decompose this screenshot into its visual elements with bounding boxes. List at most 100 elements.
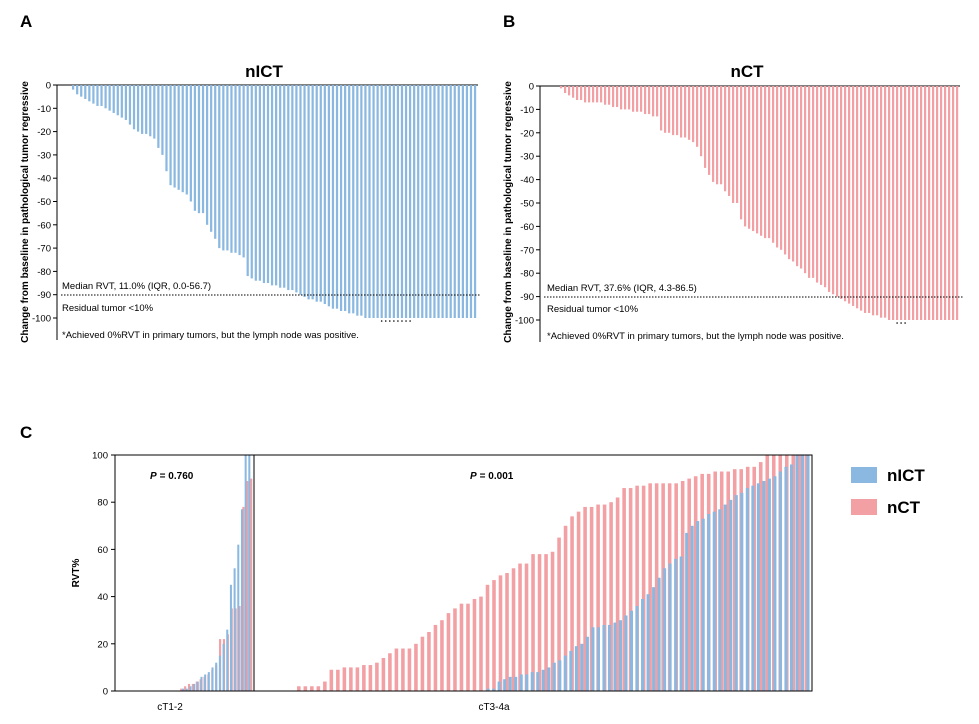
panel-b-residual-text: Residual tumor <10% — [547, 304, 639, 315]
panel-a-footnote: *Achieved 0%RVT in primary tumors, but t… — [62, 330, 359, 341]
bar — [323, 681, 327, 691]
bar — [459, 603, 464, 691]
bar — [708, 86, 711, 175]
asterisk-dot — [393, 320, 395, 322]
bar — [446, 613, 451, 691]
y-tick-label: -30 — [37, 150, 51, 161]
bar — [632, 86, 635, 112]
y-tick-label: -10 — [520, 105, 534, 116]
bar — [696, 521, 700, 691]
bar — [485, 584, 490, 691]
bar — [417, 85, 420, 318]
bar — [254, 85, 257, 281]
bar — [920, 86, 923, 320]
bar — [726, 471, 730, 691]
panel-c-bars — [180, 455, 810, 691]
bar — [952, 86, 955, 320]
bar — [751, 485, 755, 691]
bar — [724, 86, 727, 192]
bar — [352, 85, 355, 314]
bar — [226, 629, 229, 691]
bar — [80, 85, 83, 97]
y-tick-label: 100 — [92, 451, 108, 462]
bar — [664, 86, 667, 133]
bar — [536, 672, 540, 691]
bar — [132, 85, 136, 130]
bar — [547, 667, 551, 691]
bar — [740, 492, 744, 691]
bar — [329, 669, 334, 691]
bar — [613, 622, 617, 691]
bar — [758, 462, 763, 691]
bar — [956, 86, 959, 320]
bar — [465, 85, 469, 318]
bar — [572, 86, 575, 98]
bar — [355, 667, 360, 691]
bar — [824, 86, 827, 288]
bar — [784, 466, 788, 691]
bar — [394, 648, 399, 691]
bar — [864, 86, 867, 313]
bar — [211, 667, 214, 691]
bar — [585, 636, 589, 691]
bar — [348, 85, 351, 314]
bar — [215, 662, 218, 691]
bar — [492, 688, 496, 691]
bar — [141, 85, 144, 134]
y-tick-label: -70 — [520, 245, 534, 256]
bar — [124, 85, 128, 120]
bar — [283, 85, 286, 288]
bar — [888, 86, 891, 320]
bar — [860, 86, 863, 311]
y-tick-label: -50 — [520, 199, 534, 210]
bar — [804, 455, 809, 691]
legend-swatch-nICT — [851, 467, 877, 483]
asterisk-dot — [401, 320, 403, 322]
bar — [400, 85, 404, 318]
bar — [646, 594, 650, 691]
bar — [420, 636, 425, 691]
bar — [583, 506, 587, 691]
bar — [608, 86, 611, 105]
bar — [772, 86, 775, 243]
panel-c-frame — [114, 454, 813, 692]
bar — [497, 681, 501, 691]
bar — [96, 85, 99, 106]
panel-a-median-text: Median RVT, 11.0% (IQR, 0.0-56.7) — [62, 281, 211, 292]
bar — [704, 86, 707, 168]
bar — [237, 544, 240, 691]
bar — [720, 86, 723, 185]
bar — [584, 86, 587, 103]
bar — [580, 643, 584, 691]
bar — [635, 485, 639, 691]
panel-c-pvalue-cT12-label: P — [150, 471, 157, 482]
bar — [519, 674, 523, 691]
bar — [433, 85, 436, 318]
bar — [692, 86, 695, 143]
bar — [449, 85, 452, 318]
bar — [331, 85, 335, 309]
bar — [773, 476, 777, 691]
bar — [185, 85, 188, 195]
bar — [360, 85, 363, 316]
bar — [674, 558, 678, 691]
bar — [368, 85, 371, 318]
bar — [196, 681, 199, 691]
bar — [624, 615, 628, 691]
bar — [916, 86, 919, 320]
bar — [349, 667, 353, 691]
legend-label-nCT: nCT — [887, 498, 921, 517]
bar — [299, 85, 302, 295]
bar — [745, 488, 749, 691]
bar — [806, 455, 810, 691]
bar — [342, 667, 347, 691]
bar — [427, 632, 431, 691]
bar — [234, 608, 237, 691]
bar — [820, 86, 823, 285]
bar — [685, 532, 689, 691]
bar — [120, 85, 123, 118]
bar — [896, 86, 899, 320]
bar — [218, 655, 221, 691]
bar — [816, 86, 819, 283]
bar — [193, 683, 196, 691]
